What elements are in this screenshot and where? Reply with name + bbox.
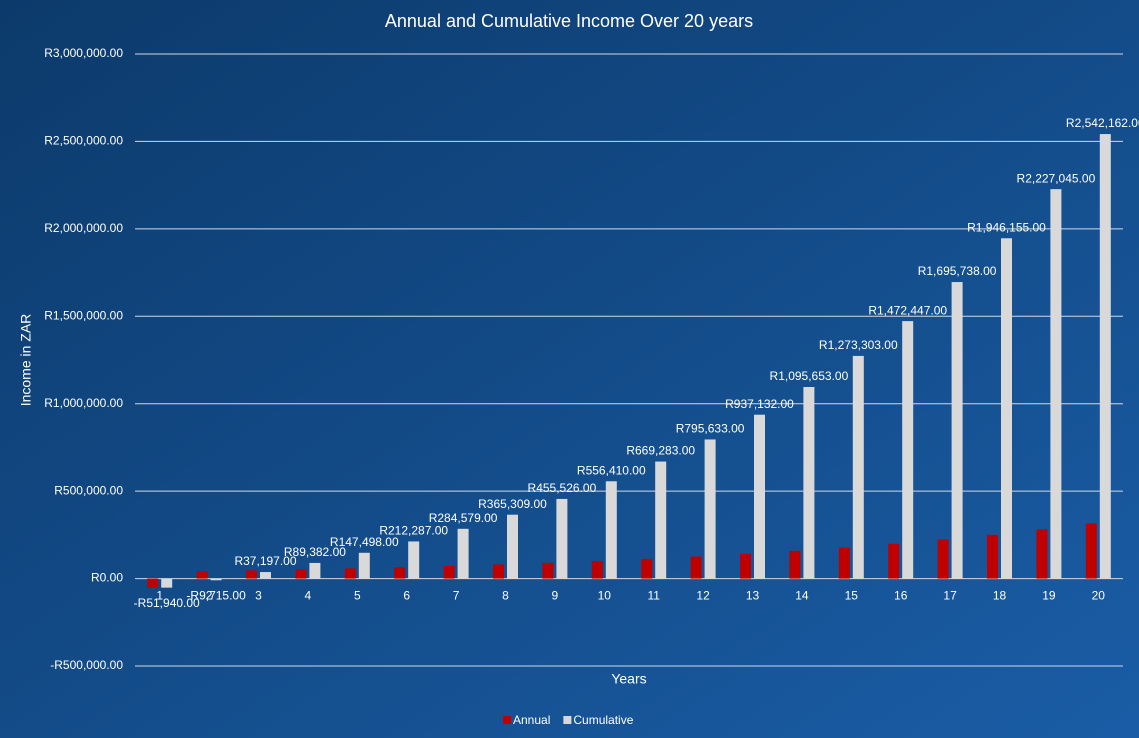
bar <box>937 539 949 579</box>
bar <box>1099 134 1111 579</box>
y-tick-label: R1,500,000.00 <box>44 308 123 322</box>
bar <box>457 528 469 579</box>
bar <box>641 558 653 579</box>
x-tick-label: 4 <box>305 589 312 603</box>
bar <box>803 386 815 579</box>
data-label: R2,542,162.00 <box>1066 116 1139 130</box>
x-tick-label: 15 <box>845 589 859 603</box>
y-tick-label: R0.00 <box>91 571 123 585</box>
x-tick-label: 2 <box>206 589 213 603</box>
x-tick-label: 3 <box>255 589 262 603</box>
x-tick-label: 14 <box>795 589 809 603</box>
x-tick-label: 16 <box>894 589 908 603</box>
bar <box>605 481 617 579</box>
data-label: R455,526.00 <box>528 481 597 495</box>
x-tick-label: 18 <box>993 589 1007 603</box>
y-tick-label: R3,000,000.00 <box>44 46 123 60</box>
bar <box>147 578 159 588</box>
y-tick-label: R2,000,000.00 <box>44 221 123 235</box>
bar <box>344 568 356 579</box>
data-label: -R51,940.00 <box>134 596 200 610</box>
chart-title: Annual and Cumulative Income Over 20 yea… <box>385 11 753 31</box>
x-axis-title: Years <box>611 671 646 687</box>
x-tick-label: 6 <box>403 589 410 603</box>
bar <box>1036 529 1048 579</box>
data-label: R795,633.00 <box>676 422 745 436</box>
data-label: R1,946,155.00 <box>967 220 1046 234</box>
data-label: R669,283.00 <box>626 444 695 458</box>
x-tick-label: 9 <box>552 589 559 603</box>
bar <box>852 355 864 579</box>
data-label: R212,287.00 <box>379 524 448 538</box>
bar <box>838 547 850 579</box>
bar <box>358 552 370 579</box>
bar <box>295 569 307 579</box>
x-tick-label: 1 <box>156 589 163 603</box>
data-label: R1,695,738.00 <box>918 264 997 278</box>
bar <box>493 564 504 579</box>
bar <box>542 562 554 579</box>
data-label: R2,227,045.00 <box>1017 171 1096 185</box>
data-label: -R9,715.00 <box>186 588 246 602</box>
bar <box>951 282 963 579</box>
data-label: R37,197.00 <box>234 554 296 568</box>
bar <box>591 560 603 579</box>
bar <box>246 570 257 579</box>
bar <box>210 578 222 581</box>
data-label: R89,382.00 <box>284 545 346 559</box>
data-label: R1,095,653.00 <box>770 369 849 383</box>
bar <box>1001 238 1012 579</box>
data-label: R1,472,447.00 <box>868 303 947 317</box>
bar <box>740 553 751 579</box>
x-tick-label: 11 <box>647 589 660 603</box>
bar <box>888 543 900 579</box>
data-label: R365,309.00 <box>478 497 547 511</box>
x-tick-label: 10 <box>598 589 612 603</box>
bar <box>161 578 173 588</box>
bar <box>704 439 716 579</box>
data-label: R1,273,303.00 <box>819 338 898 352</box>
bar <box>655 461 667 579</box>
legend-swatch <box>563 716 572 724</box>
bar <box>196 571 208 579</box>
data-label: R147,498.00 <box>330 535 399 549</box>
x-tick-label: 5 <box>354 589 361 603</box>
x-tick-label: 13 <box>746 589 760 603</box>
bar <box>754 414 765 579</box>
y-tick-label: R500,000.00 <box>54 483 123 497</box>
y-tick-label: R1,000,000.00 <box>44 396 123 410</box>
x-tick-label: 8 <box>502 589 509 603</box>
x-tick-label: 17 <box>943 589 957 603</box>
data-label: R937,132.00 <box>725 397 794 411</box>
x-tick-label: 19 <box>1042 589 1056 603</box>
bar <box>1085 523 1097 579</box>
data-label: R556,410.00 <box>577 463 646 477</box>
bar <box>556 498 568 579</box>
x-tick-label: 7 <box>453 589 460 603</box>
legend-label: Annual <box>513 713 550 727</box>
legend-label: Cumulative <box>573 713 633 727</box>
bar <box>789 550 801 579</box>
bar <box>443 565 455 579</box>
x-tick-label: 12 <box>696 589 710 603</box>
bar <box>408 541 420 579</box>
y-axis-title: Income in ZAR <box>18 314 34 407</box>
legend-swatch <box>503 716 511 724</box>
y-tick-label: -R500,000.00 <box>50 658 123 672</box>
bar <box>690 556 702 579</box>
y-tick-label: R2,500,000.00 <box>44 134 123 148</box>
bar <box>507 514 518 579</box>
bar <box>902 321 914 579</box>
x-tick-label: 20 <box>1092 589 1106 603</box>
bar <box>394 567 406 579</box>
bar <box>309 562 321 579</box>
bar <box>987 534 998 579</box>
bar <box>1050 189 1062 579</box>
bar <box>260 572 271 579</box>
data-label: R284,579.00 <box>429 511 498 525</box>
